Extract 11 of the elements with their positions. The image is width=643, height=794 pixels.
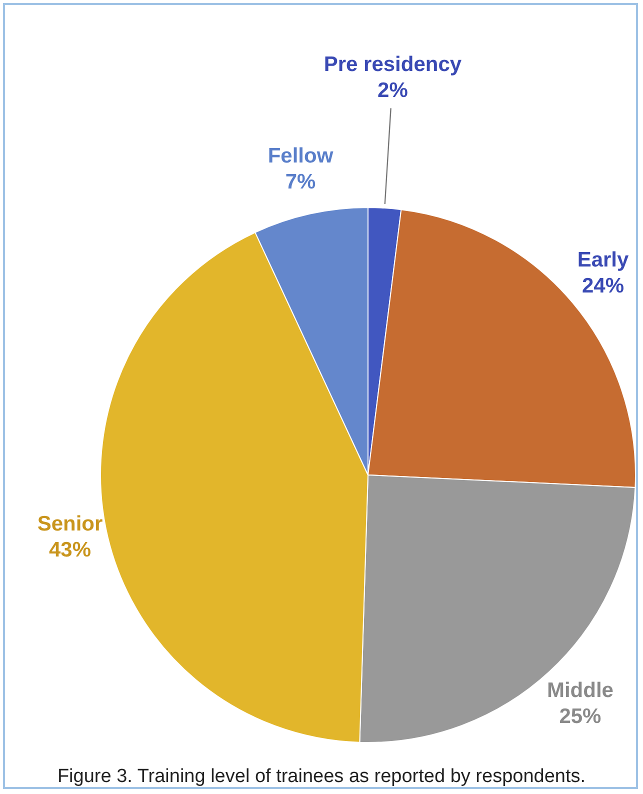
data-label: 2% (378, 79, 408, 102)
slice-label: Pre residency (324, 53, 462, 76)
slice-label: Senior (37, 512, 103, 536)
slice-label: Middle (546, 679, 614, 702)
data-label: 24% (582, 274, 624, 298)
slice-label: Fellow (268, 144, 334, 168)
caption: Figure 3. Training level of trainees as reported by respondents. (56, 766, 587, 788)
data-label: 43% (48, 538, 92, 562)
data-label: 7% (285, 170, 316, 194)
data-label: 25% (559, 705, 602, 728)
slice-label: Early (577, 248, 630, 272)
